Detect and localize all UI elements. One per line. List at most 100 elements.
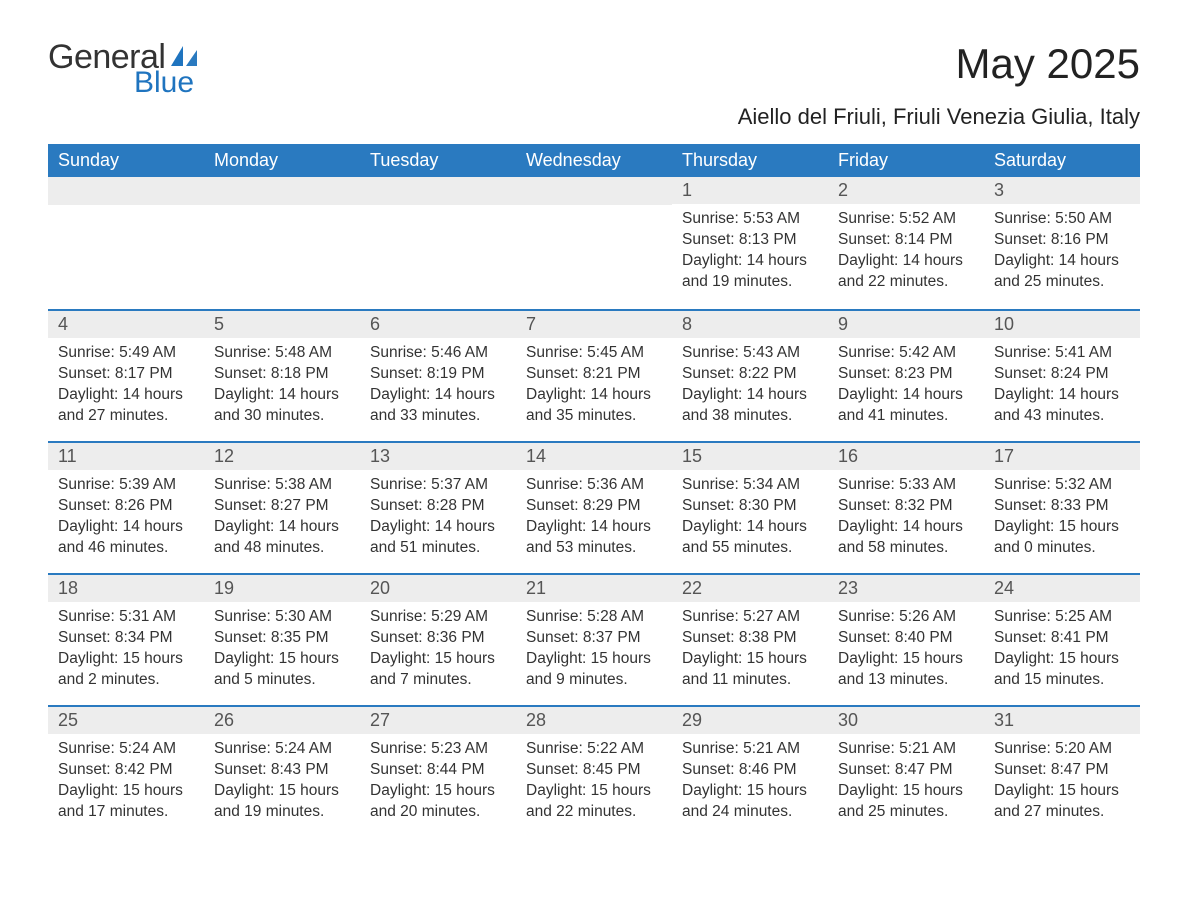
sunset-line: Sunset: 8:43 PM (214, 760, 350, 781)
sunrise-line: Sunrise: 5:31 AM (58, 607, 194, 628)
day-wrap: 20Sunrise: 5:29 AMSunset: 8:36 PMDayligh… (360, 573, 516, 699)
sunrise-line: Sunrise: 5:21 AM (838, 739, 974, 760)
sunrise-line: Sunrise: 5:20 AM (994, 739, 1130, 760)
calendar-row: 18Sunrise: 5:31 AMSunset: 8:34 PMDayligh… (48, 573, 1140, 705)
calendar-cell: 22Sunrise: 5:27 AMSunset: 8:38 PMDayligh… (672, 573, 828, 705)
sunrise-line: Sunrise: 5:29 AM (370, 607, 506, 628)
day-wrap: 6Sunrise: 5:46 AMSunset: 8:19 PMDaylight… (360, 309, 516, 435)
calendar-cell: 17Sunrise: 5:32 AMSunset: 8:33 PMDayligh… (984, 441, 1140, 573)
day-number: 16 (828, 443, 984, 470)
sunrise-line: Sunrise: 5:36 AM (526, 475, 662, 496)
day-wrap: 22Sunrise: 5:27 AMSunset: 8:38 PMDayligh… (672, 573, 828, 699)
day-content: Sunrise: 5:24 AMSunset: 8:42 PMDaylight:… (48, 734, 204, 831)
empty-day (360, 177, 516, 205)
day-wrap: 23Sunrise: 5:26 AMSunset: 8:40 PMDayligh… (828, 573, 984, 699)
sunrise-line: Sunrise: 5:21 AM (682, 739, 818, 760)
day-number: 6 (360, 311, 516, 338)
sunset-line: Sunset: 8:28 PM (370, 496, 506, 517)
sunrise-line: Sunrise: 5:24 AM (58, 739, 194, 760)
daylight-line: Daylight: 15 hours and 11 minutes. (682, 649, 818, 691)
daylight-line: Daylight: 14 hours and 41 minutes. (838, 385, 974, 427)
sunset-line: Sunset: 8:14 PM (838, 230, 974, 251)
day-wrap: 18Sunrise: 5:31 AMSunset: 8:34 PMDayligh… (48, 573, 204, 699)
day-wrap: 8Sunrise: 5:43 AMSunset: 8:22 PMDaylight… (672, 309, 828, 435)
sunset-line: Sunset: 8:29 PM (526, 496, 662, 517)
day-wrap: 30Sunrise: 5:21 AMSunset: 8:47 PMDayligh… (828, 705, 984, 831)
day-content: Sunrise: 5:45 AMSunset: 8:21 PMDaylight:… (516, 338, 672, 435)
calendar-row: 4Sunrise: 5:49 AMSunset: 8:17 PMDaylight… (48, 309, 1140, 441)
day-content: Sunrise: 5:20 AMSunset: 8:47 PMDaylight:… (984, 734, 1140, 831)
daylight-line: Daylight: 14 hours and 48 minutes. (214, 517, 350, 559)
daylight-line: Daylight: 15 hours and 22 minutes. (526, 781, 662, 823)
daylight-line: Daylight: 15 hours and 24 minutes. (682, 781, 818, 823)
weekday-header: Sunday (48, 144, 204, 177)
sunrise-line: Sunrise: 5:41 AM (994, 343, 1130, 364)
sunset-line: Sunset: 8:35 PM (214, 628, 350, 649)
day-content: Sunrise: 5:26 AMSunset: 8:40 PMDaylight:… (828, 602, 984, 699)
calendar-cell: 19Sunrise: 5:30 AMSunset: 8:35 PMDayligh… (204, 573, 360, 705)
day-wrap: 9Sunrise: 5:42 AMSunset: 8:23 PMDaylight… (828, 309, 984, 435)
day-wrap: 4Sunrise: 5:49 AMSunset: 8:17 PMDaylight… (48, 309, 204, 435)
calendar-cell: 10Sunrise: 5:41 AMSunset: 8:24 PMDayligh… (984, 309, 1140, 441)
day-number: 24 (984, 575, 1140, 602)
day-number: 8 (672, 311, 828, 338)
day-number: 10 (984, 311, 1140, 338)
day-wrap: 7Sunrise: 5:45 AMSunset: 8:21 PMDaylight… (516, 309, 672, 435)
sunset-line: Sunset: 8:16 PM (994, 230, 1130, 251)
weekday-header: Thursday (672, 144, 828, 177)
calendar-cell: 9Sunrise: 5:42 AMSunset: 8:23 PMDaylight… (828, 309, 984, 441)
day-number: 1 (672, 177, 828, 204)
day-content: Sunrise: 5:42 AMSunset: 8:23 PMDaylight:… (828, 338, 984, 435)
day-number: 26 (204, 707, 360, 734)
day-content: Sunrise: 5:46 AMSunset: 8:19 PMDaylight:… (360, 338, 516, 435)
day-wrap: 31Sunrise: 5:20 AMSunset: 8:47 PMDayligh… (984, 705, 1140, 831)
day-number: 31 (984, 707, 1140, 734)
calendar-cell (360, 177, 516, 309)
sunset-line: Sunset: 8:34 PM (58, 628, 194, 649)
day-content: Sunrise: 5:36 AMSunset: 8:29 PMDaylight:… (516, 470, 672, 567)
day-content: Sunrise: 5:23 AMSunset: 8:44 PMDaylight:… (360, 734, 516, 831)
sunrise-line: Sunrise: 5:34 AM (682, 475, 818, 496)
calendar-cell: 21Sunrise: 5:28 AMSunset: 8:37 PMDayligh… (516, 573, 672, 705)
sunrise-line: Sunrise: 5:22 AM (526, 739, 662, 760)
day-number: 15 (672, 443, 828, 470)
day-number: 9 (828, 311, 984, 338)
sunrise-line: Sunrise: 5:33 AM (838, 475, 974, 496)
sunset-line: Sunset: 8:21 PM (526, 364, 662, 385)
day-number: 27 (360, 707, 516, 734)
day-content: Sunrise: 5:31 AMSunset: 8:34 PMDaylight:… (48, 602, 204, 699)
daylight-line: Daylight: 14 hours and 27 minutes. (58, 385, 194, 427)
day-number: 13 (360, 443, 516, 470)
calendar-cell: 27Sunrise: 5:23 AMSunset: 8:44 PMDayligh… (360, 705, 516, 837)
weekday-header-row: SundayMondayTuesdayWednesdayThursdayFrid… (48, 144, 1140, 177)
day-content: Sunrise: 5:52 AMSunset: 8:14 PMDaylight:… (828, 204, 984, 301)
page-title: May 2025 (956, 40, 1140, 88)
daylight-line: Daylight: 15 hours and 9 minutes. (526, 649, 662, 691)
daylight-line: Daylight: 14 hours and 19 minutes. (682, 251, 818, 293)
sunset-line: Sunset: 8:45 PM (526, 760, 662, 781)
day-number: 18 (48, 575, 204, 602)
sunset-line: Sunset: 8:19 PM (370, 364, 506, 385)
calendar-cell: 7Sunrise: 5:45 AMSunset: 8:21 PMDaylight… (516, 309, 672, 441)
day-content: Sunrise: 5:41 AMSunset: 8:24 PMDaylight:… (984, 338, 1140, 435)
sunrise-line: Sunrise: 5:26 AM (838, 607, 974, 628)
day-number: 19 (204, 575, 360, 602)
day-number: 3 (984, 177, 1140, 204)
weekday-header: Saturday (984, 144, 1140, 177)
calendar-cell: 25Sunrise: 5:24 AMSunset: 8:42 PMDayligh… (48, 705, 204, 837)
weekday-header: Tuesday (360, 144, 516, 177)
day-wrap: 12Sunrise: 5:38 AMSunset: 8:27 PMDayligh… (204, 441, 360, 567)
weekday-header: Wednesday (516, 144, 672, 177)
day-wrap: 1Sunrise: 5:53 AMSunset: 8:13 PMDaylight… (672, 177, 828, 301)
daylight-line: Daylight: 15 hours and 20 minutes. (370, 781, 506, 823)
sunset-line: Sunset: 8:27 PM (214, 496, 350, 517)
calendar-cell: 5Sunrise: 5:48 AMSunset: 8:18 PMDaylight… (204, 309, 360, 441)
sunrise-line: Sunrise: 5:48 AM (214, 343, 350, 364)
weekday-header: Friday (828, 144, 984, 177)
day-wrap: 26Sunrise: 5:24 AMSunset: 8:43 PMDayligh… (204, 705, 360, 831)
day-content: Sunrise: 5:33 AMSunset: 8:32 PMDaylight:… (828, 470, 984, 567)
logo-text-blue: Blue (134, 68, 201, 98)
daylight-line: Daylight: 14 hours and 58 minutes. (838, 517, 974, 559)
calendar-row: 1Sunrise: 5:53 AMSunset: 8:13 PMDaylight… (48, 177, 1140, 309)
sunrise-line: Sunrise: 5:45 AM (526, 343, 662, 364)
